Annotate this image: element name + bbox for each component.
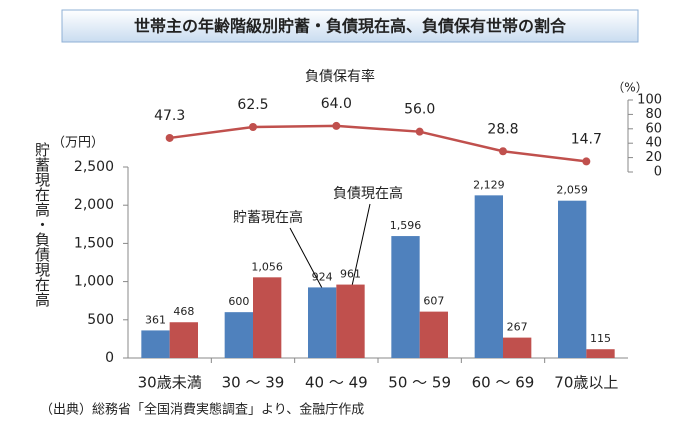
title-banner xyxy=(61,9,639,43)
bar xyxy=(474,195,503,358)
rate-marker xyxy=(165,133,174,142)
rate-marker xyxy=(415,127,424,136)
leader-line xyxy=(351,203,371,287)
bar-value-label: 1,596 xyxy=(390,219,422,232)
bar-value-label: 361 xyxy=(145,313,166,326)
bar xyxy=(224,312,253,358)
y2-tick-label: 40 xyxy=(645,136,662,151)
rate-marker xyxy=(249,123,257,131)
bar-value-label: 600 xyxy=(228,295,249,308)
x-tick-label: 70歳以上 xyxy=(554,374,618,392)
bar xyxy=(336,284,365,358)
bar-value-label: 924 xyxy=(312,270,333,283)
y2-tick-label: 20 xyxy=(645,150,662,165)
x-tick-label: 50 ～ 59 xyxy=(388,374,451,392)
line-value-label: 47.3 xyxy=(154,108,185,124)
y2-tick-label: 0 xyxy=(654,165,662,180)
y-tick-label: 1,000 xyxy=(74,274,114,290)
y2-tick-label: 60 xyxy=(645,121,662,136)
rate-marker xyxy=(499,147,507,156)
bar xyxy=(586,349,615,358)
bar-value-label: 115 xyxy=(590,332,611,345)
y-tick-label: 500 xyxy=(87,312,114,328)
bar xyxy=(503,337,532,358)
y-tick-label: 2,500 xyxy=(74,159,114,175)
y2-tick-label: 80 xyxy=(645,107,662,122)
bar xyxy=(391,236,420,358)
leader-line xyxy=(289,227,323,289)
rate-marker xyxy=(582,157,591,166)
y2-unit: （%） xyxy=(612,81,647,95)
bar-value-label: 607 xyxy=(423,295,444,308)
line-value-label: 14.7 xyxy=(571,131,602,147)
x-tick-label: 40 ～ 49 xyxy=(305,374,368,392)
y-tick-label: 0 xyxy=(105,350,114,366)
line-value-label: 28.8 xyxy=(487,121,518,137)
annotation-savings: 貯蓄現在高 xyxy=(233,209,303,226)
annotation-debt: 負債現在高 xyxy=(333,185,403,202)
bar-value-label: 2,129 xyxy=(473,178,505,191)
y-unit: （万円） xyxy=(52,136,104,151)
bar-value-label: 2,059 xyxy=(556,184,588,197)
bar xyxy=(169,322,198,358)
chart-title: 世帯主の年齢階級別貯蓄・負債現在高、負債保有世帯の割合 xyxy=(134,17,567,36)
y-tick-label: 2,000 xyxy=(74,197,114,213)
x-tick-label: 60 ～ 69 xyxy=(472,374,535,392)
y-axis-label: 貯蓄現在高・負債現在高 xyxy=(33,142,51,307)
rate-marker xyxy=(332,121,341,130)
bar xyxy=(419,311,448,358)
x-tick-label: 30歳未満 xyxy=(138,374,202,392)
bar-value-label: 267 xyxy=(507,321,528,334)
bar-value-label: 468 xyxy=(173,305,194,318)
source-note: （出典）総務省「全国消費実態調査」より、金融庁作成 xyxy=(40,402,364,418)
bar xyxy=(141,330,170,358)
bar xyxy=(308,287,337,358)
bar-value-label: 1,056 xyxy=(251,260,283,273)
line-value-label: 64.0 xyxy=(321,96,352,112)
y2-tick-label: 100 xyxy=(637,93,662,108)
line-value-label: 62.5 xyxy=(237,97,268,113)
line-value-label: 56.0 xyxy=(404,102,435,118)
bar xyxy=(253,277,282,358)
rate-line xyxy=(169,124,587,163)
y-tick-label: 1,500 xyxy=(74,235,114,251)
x-tick-label: 30 ～ 39 xyxy=(222,374,285,392)
bar xyxy=(558,200,587,358)
bar-value-label: 961 xyxy=(340,268,361,281)
line-series-label: 負債保有率 xyxy=(305,68,375,85)
